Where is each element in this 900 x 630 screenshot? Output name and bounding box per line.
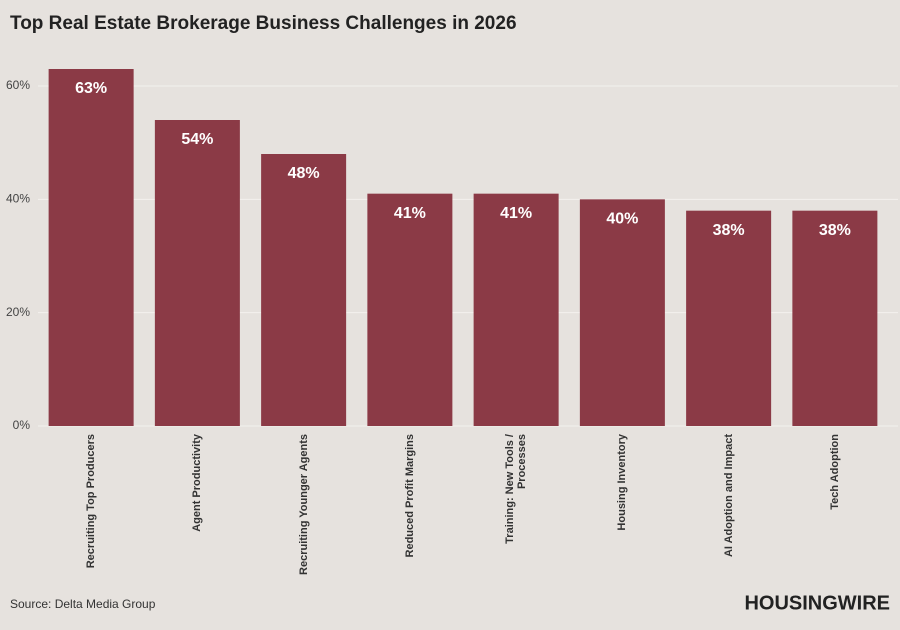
bar (579, 199, 665, 426)
bar (473, 193, 559, 426)
bar (686, 210, 772, 426)
value-label: 38% (819, 222, 851, 239)
bar (367, 193, 453, 426)
y-tick-label: 60% (6, 78, 30, 92)
brand-logo: HOUSINGWIRE (744, 592, 890, 614)
x-tick-label: Housing Inventory (616, 434, 629, 531)
bar (792, 210, 878, 426)
y-tick-label: 0% (13, 418, 31, 432)
source: Source: Delta Media Group (10, 597, 156, 611)
x-tick-label: Recruiting Top Producers (85, 434, 98, 569)
value-label: 63% (75, 80, 107, 97)
x-tick-label: Tech Adoption (828, 434, 841, 510)
bar (261, 154, 347, 426)
value-label: 41% (500, 205, 532, 222)
bar (48, 69, 134, 426)
value-label: 38% (713, 222, 745, 239)
value-label: 48% (288, 165, 320, 182)
y-tick-label: 40% (6, 192, 30, 206)
y-tick-label: 20% (6, 305, 30, 319)
bar (154, 120, 240, 426)
value-label: 41% (394, 205, 426, 222)
x-tick-label: AI Adoption and Impact (722, 434, 735, 558)
x-tick-label: Recruiting Younger Agents (297, 434, 310, 575)
chart-title: Top Real Estate Brokerage Business Chall… (10, 13, 517, 34)
value-label: 54% (181, 131, 213, 148)
x-tick-label: Training: New Tools / Processes (504, 434, 529, 544)
x-tick-label: Agent Productivity (191, 434, 204, 532)
x-tick-label: Reduced Profit Margins (403, 434, 416, 558)
value-label: 40% (606, 211, 638, 228)
